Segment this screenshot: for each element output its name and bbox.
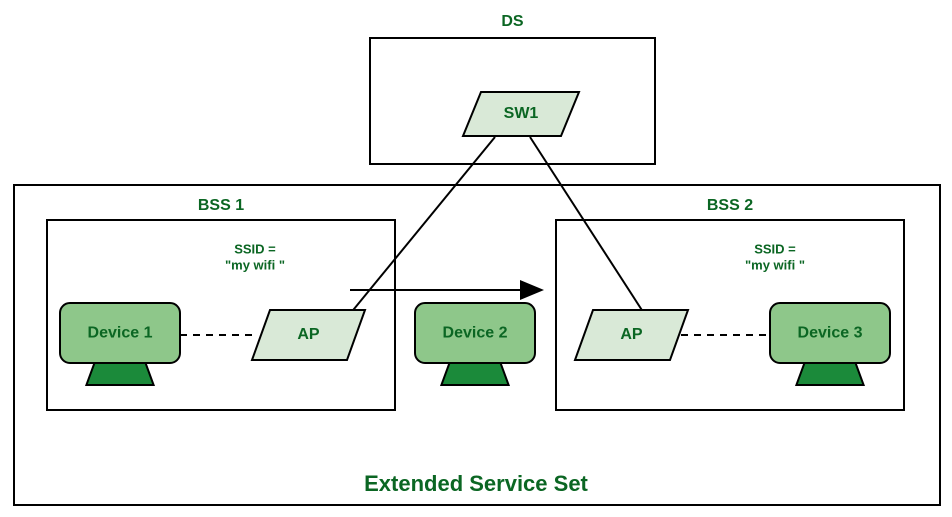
- ssid1-line1: SSID =: [234, 241, 276, 256]
- ssid2-line1: SSID =: [754, 241, 796, 256]
- ess-title: Extended Service Set: [364, 471, 588, 496]
- device2-label: Device 2: [443, 325, 508, 342]
- device1-label: Device 1: [88, 325, 153, 342]
- ssid1-line2: "my wifi ": [225, 257, 285, 272]
- link-sw1-ap2: [530, 137, 658, 335]
- bss2-label: BSS 2: [707, 197, 753, 214]
- device3: Device 3: [770, 303, 890, 385]
- device2: Device 2: [415, 303, 535, 385]
- ssid2-line2: "my wifi ": [745, 257, 805, 272]
- device3-label: Device 3: [798, 325, 863, 342]
- device1: Device 1: [60, 303, 180, 385]
- ap2-label: AP: [620, 326, 643, 343]
- ap1-label: AP: [297, 326, 320, 343]
- sw1-label: SW1: [504, 105, 539, 122]
- ds-label: DS: [501, 13, 524, 30]
- bss1-label: BSS 1: [198, 197, 244, 214]
